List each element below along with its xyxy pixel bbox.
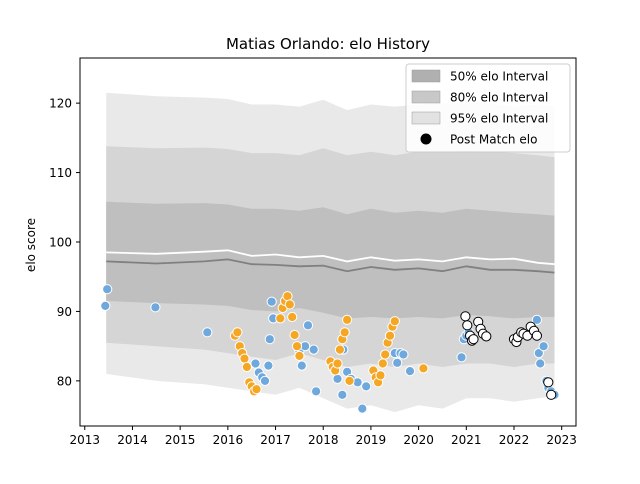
legend-swatch-band [411,90,441,104]
blue-point [456,352,467,363]
legend-swatch-marker [420,133,432,145]
orange-point [275,313,286,324]
post-match-point [462,320,473,331]
legend-swatch-band [411,69,441,83]
orange-point [289,329,300,341]
blue-point [202,327,213,338]
orange-point [384,330,396,341]
blue-point [535,358,546,369]
legend-box [405,63,571,153]
y-tick-label: 100 [49,236,72,250]
blue-point [263,360,274,371]
plot-area [100,92,560,414]
blue-point [531,314,543,325]
x-tick-label: 2018 [308,433,339,447]
blue-point [311,386,322,397]
x-tick-label: 2015 [165,433,196,447]
plot-inner [100,92,560,414]
orange-point [287,311,298,323]
blue-point [357,403,368,414]
blue-point [332,373,343,384]
orange-point [377,358,388,369]
median-line [106,258,555,274]
y-tick-label: 120 [49,97,72,111]
orange-point [294,350,305,361]
orange-point [375,370,386,381]
blue-point [100,300,111,311]
orange-point [332,358,343,369]
orange-point [389,316,400,327]
orange-point [282,291,293,302]
y-tick-label: 110 [49,166,72,180]
blue-point [361,381,372,392]
band-50 [106,201,555,319]
blue-point [392,357,403,368]
post-match-point [531,330,543,341]
x-tick-label: 2014 [117,433,148,447]
x-tick-label: 2023 [546,433,577,447]
legend-swatch-band [411,111,441,125]
blue-point [264,334,275,345]
orange-point [251,384,262,395]
legend-label: 50% elo Interval [450,70,548,84]
blue-point [308,344,319,355]
blue-point [266,296,277,307]
x-tick-label: 2017 [260,433,291,447]
orange-point [418,363,429,374]
x-tick-label: 2013 [69,433,100,447]
blue-point [102,284,113,295]
x-tick-label: 2019 [356,433,387,447]
blue-point [250,358,261,369]
blue-point [533,348,544,359]
orange-point [334,344,345,355]
blue-point [404,366,416,377]
x-tick-label: 2021 [451,433,482,447]
orange-point [241,361,252,373]
orange-point [291,341,303,352]
y-tick-label: 80 [57,374,72,388]
orange-point [380,349,391,360]
orange-point [344,375,355,386]
orange-point [342,314,353,325]
y-axis-label: elo score [24,218,38,272]
x-tick-label: 2020 [403,433,434,447]
orange-point [339,327,350,338]
post-match-point [543,377,554,388]
y-tick-label: 90 [57,305,72,319]
blue-point [259,375,271,386]
post-match-point [460,311,471,322]
x-tick-label: 2016 [213,433,244,447]
orange-point [239,353,250,364]
post-match-point [468,334,479,345]
chart-title: Matias Orlando: elo History [226,35,430,53]
blue-point [538,341,549,352]
blue-point [150,302,161,313]
legend-label: 95% elo Interval [450,112,548,126]
axes: 2013 2014 2015 2016 2017 2018 2019 2020 2021 2022… [49,57,577,447]
legend: 50% elo Interval 80% elo Interval 95% elo … [405,63,571,153]
x-tick-label: 2022 [499,433,530,447]
blue-point [296,360,307,371]
post-match-point [546,389,557,400]
orange-point [284,299,295,310]
blue-point [398,349,409,360]
blue-point [337,389,348,400]
legend-label: Post Match elo [450,133,537,147]
blue-point [302,320,314,331]
orange-point [232,327,243,338]
post-match-point [481,331,492,342]
mean-line [106,249,555,266]
legend-label: 80% elo Interval [450,91,548,105]
